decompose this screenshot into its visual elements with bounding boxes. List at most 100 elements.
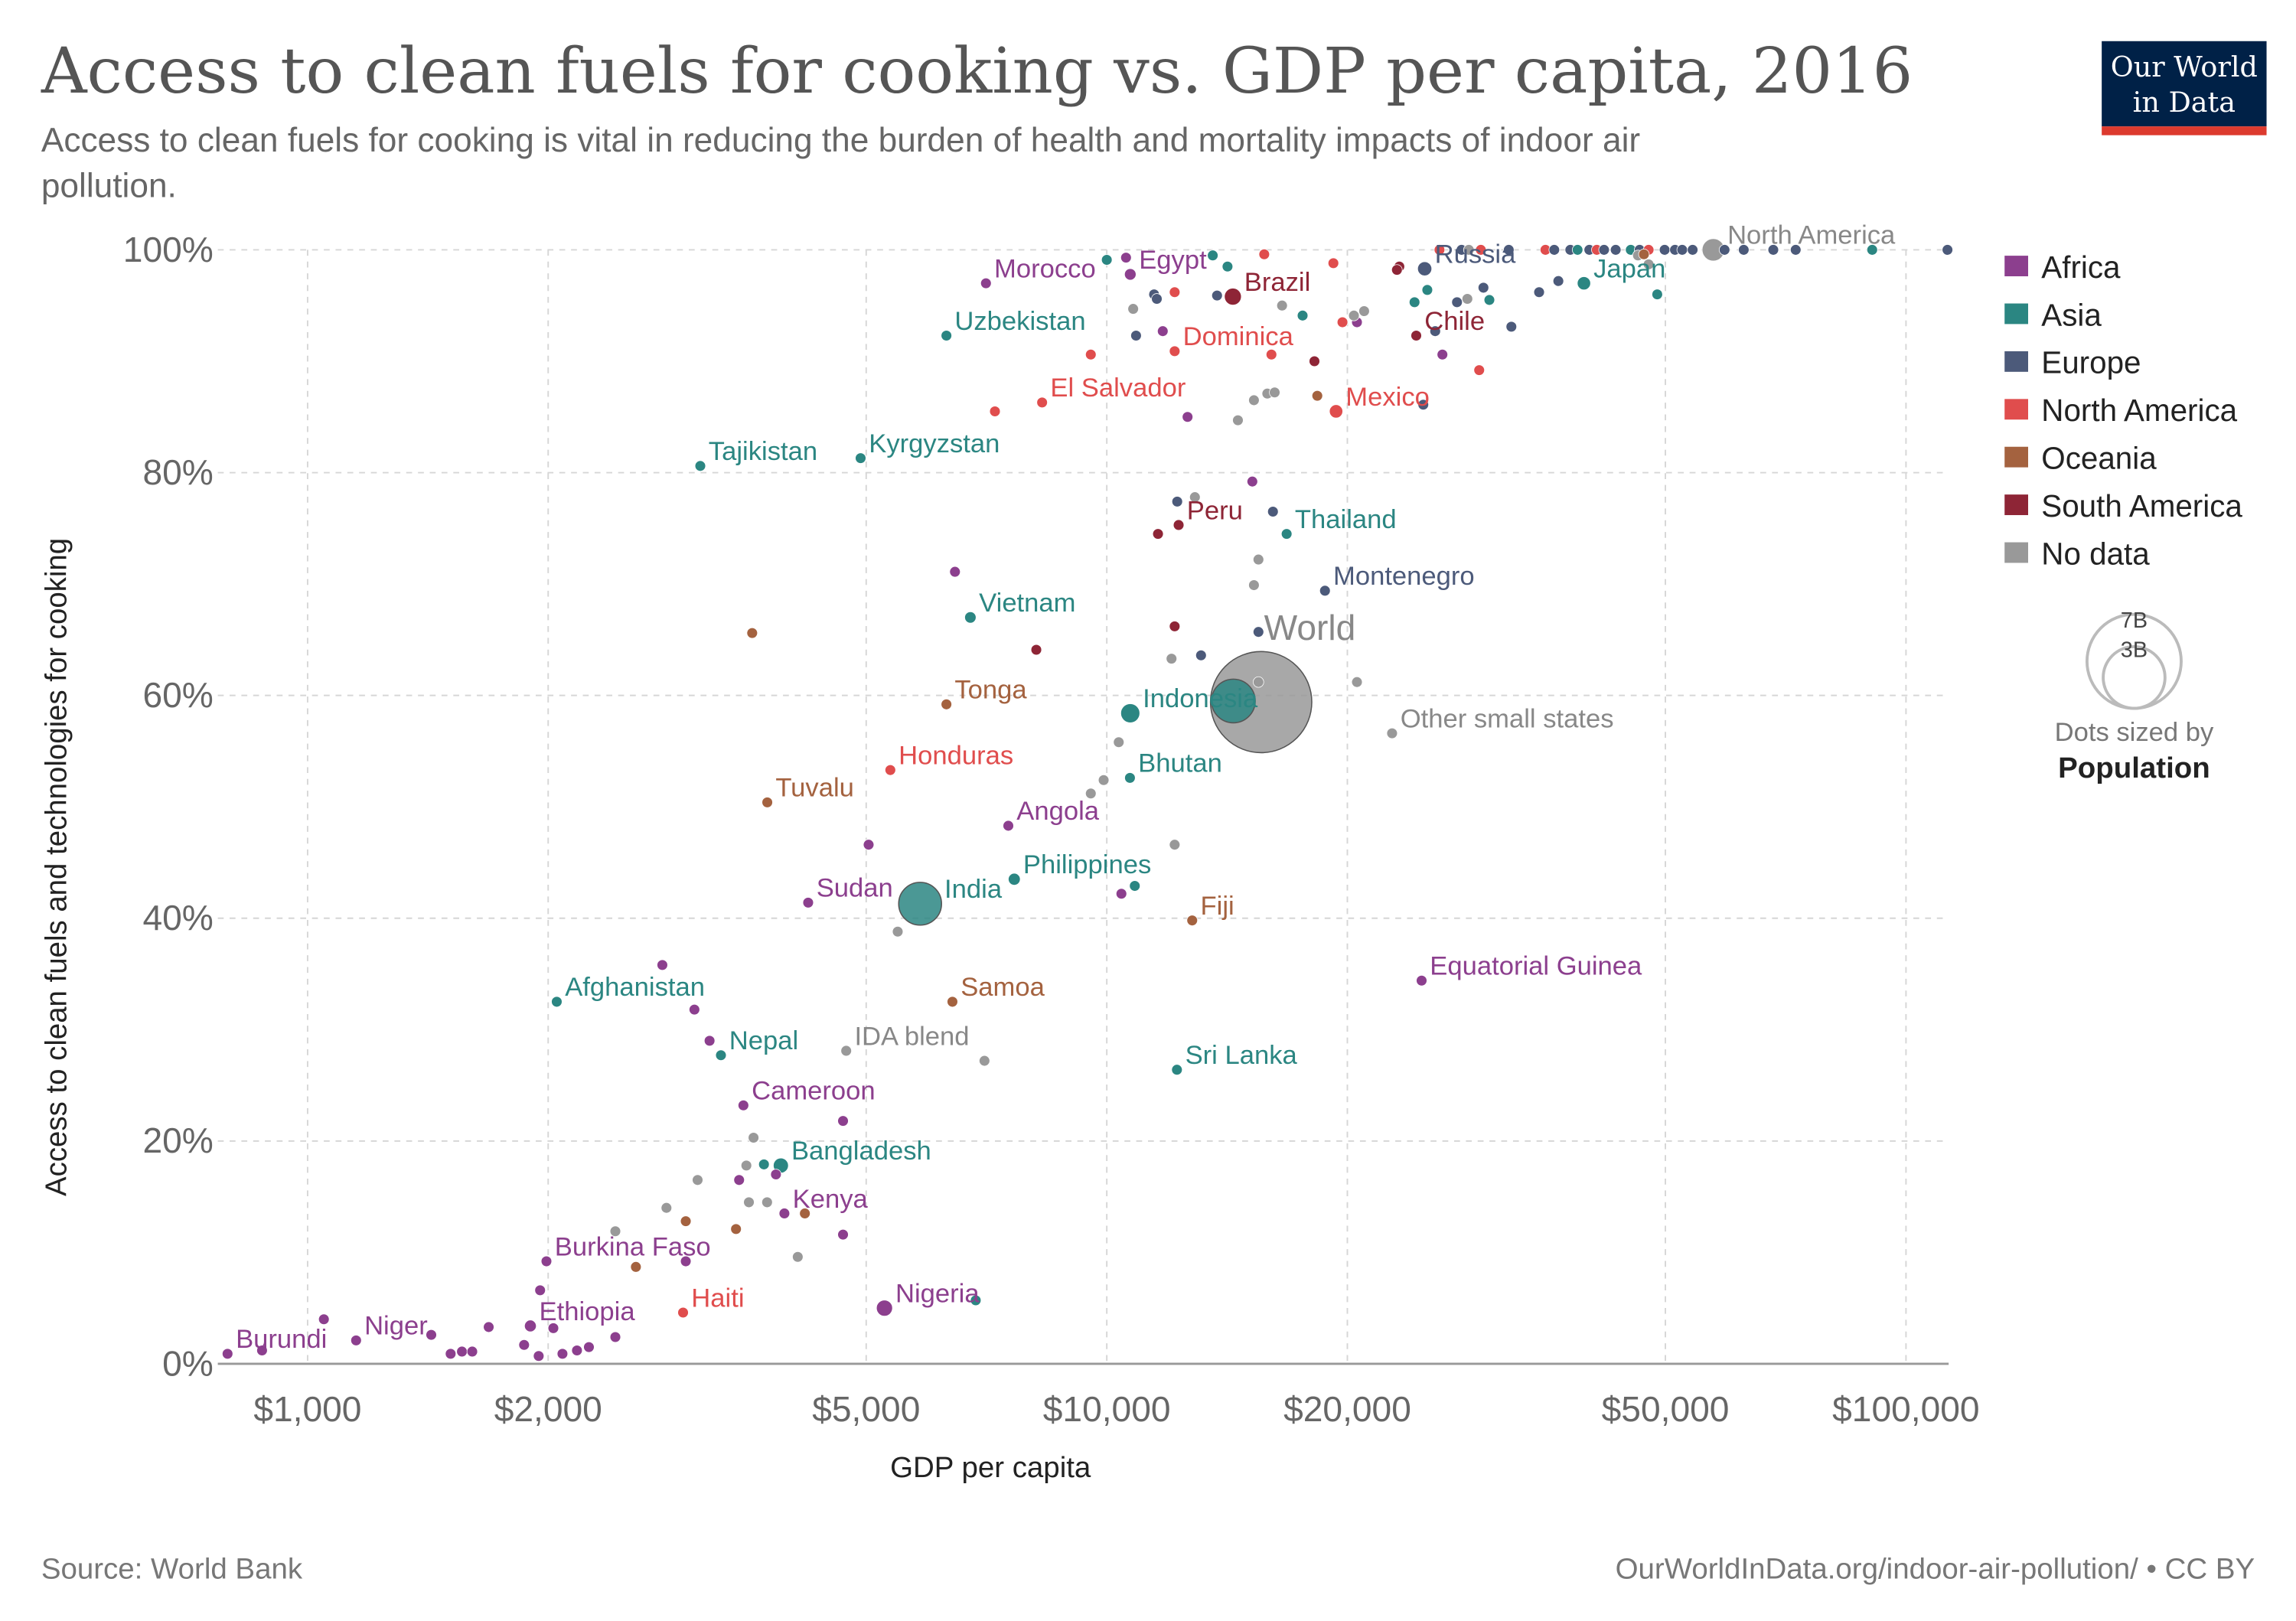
data-point[interactable] xyxy=(1483,294,1495,306)
data-point[interactable] xyxy=(689,1003,700,1016)
data-point[interactable] xyxy=(1789,244,1802,256)
data-point[interactable] xyxy=(762,1196,773,1208)
data-point[interactable] xyxy=(1169,286,1181,298)
data-point[interactable] xyxy=(1232,414,1244,426)
data-point[interactable] xyxy=(1269,386,1280,399)
data-point[interactable] xyxy=(680,1255,692,1267)
data-point[interactable] xyxy=(660,1202,673,1214)
data-point[interactable] xyxy=(730,1223,742,1235)
data-point[interactable] xyxy=(1258,248,1270,260)
legend-item-africa[interactable]: Africa xyxy=(2004,250,2121,285)
data-point-angola[interactable] xyxy=(1003,820,1014,832)
data-point[interactable] xyxy=(1248,394,1260,406)
data-point[interactable] xyxy=(1207,250,1218,262)
data-point[interactable] xyxy=(1433,244,1446,256)
data-point[interactable] xyxy=(1552,275,1564,287)
data-point-sri-lanka[interactable] xyxy=(1171,1064,1183,1076)
data-point[interactable] xyxy=(1084,788,1097,800)
data-point[interactable] xyxy=(483,1321,494,1333)
data-point[interactable] xyxy=(1719,244,1730,256)
legend-item-south-america[interactable]: South America xyxy=(2004,488,2242,523)
data-point[interactable] xyxy=(1408,296,1420,308)
data-point[interactable] xyxy=(1767,244,1779,256)
data-point[interactable] xyxy=(1477,282,1489,294)
data-point-tajikistan[interactable] xyxy=(694,460,706,472)
data-point[interactable] xyxy=(533,1350,545,1362)
data-point[interactable] xyxy=(770,1169,782,1180)
data-point[interactable] xyxy=(1676,244,1688,256)
data-point[interactable] xyxy=(1169,839,1181,850)
data-point[interactable] xyxy=(1211,289,1223,302)
legend-item-north-america[interactable]: North America xyxy=(2004,393,2238,428)
data-point-peru[interactable] xyxy=(1172,519,1185,531)
data-point[interactable] xyxy=(547,1323,559,1334)
data-point[interactable] xyxy=(1429,325,1441,337)
data-point[interactable] xyxy=(1195,649,1207,661)
owid-logo[interactable]: Our World in Data xyxy=(2102,41,2267,135)
data-point[interactable] xyxy=(1309,355,1320,367)
data-point-other-small-states[interactable] xyxy=(1386,727,1398,739)
data-point[interactable] xyxy=(1221,260,1234,272)
data-point[interactable] xyxy=(1461,293,1473,305)
data-point-morocco[interactable] xyxy=(980,277,992,289)
data-point[interactable] xyxy=(583,1341,595,1353)
data-point[interactable] xyxy=(680,1215,692,1227)
data-point-japan[interactable] xyxy=(1577,276,1591,291)
data-point[interactable] xyxy=(1336,316,1349,328)
data-point[interactable] xyxy=(1247,475,1258,488)
data-point[interactable] xyxy=(1473,364,1486,376)
data-point-cameroon[interactable] xyxy=(738,1099,749,1111)
data-point[interactable] xyxy=(556,1348,569,1360)
data-point-fiji[interactable] xyxy=(1186,915,1199,926)
data-point[interactable] xyxy=(979,1055,990,1067)
data-point[interactable] xyxy=(1030,644,1042,656)
data-point[interactable] xyxy=(1475,244,1487,256)
data-point-el-salvador[interactable] xyxy=(1036,396,1048,409)
data-point-nepal[interactable] xyxy=(715,1049,727,1062)
data-point-brazil[interactable] xyxy=(1224,288,1242,305)
data-point[interactable] xyxy=(1097,774,1110,786)
data-point[interactable] xyxy=(1182,411,1193,423)
data-point[interactable] xyxy=(1598,244,1610,256)
data-point-dominica[interactable] xyxy=(1169,345,1181,357)
data-point[interactable] xyxy=(1687,244,1698,256)
data-point-montenegro[interactable] xyxy=(1319,585,1331,597)
data-point[interactable] xyxy=(743,1196,755,1208)
data-point[interactable] xyxy=(256,1345,268,1356)
data-point[interactable] xyxy=(1327,257,1339,269)
data-point[interactable] xyxy=(837,1115,849,1127)
data-point[interactable] xyxy=(657,959,668,971)
data-point-samoa[interactable] xyxy=(947,996,958,1008)
data-point-burundi[interactable] xyxy=(222,1348,233,1360)
data-point[interactable] xyxy=(1084,348,1097,360)
data-point[interactable] xyxy=(740,1159,752,1172)
data-point[interactable] xyxy=(1127,303,1139,315)
data-point[interactable] xyxy=(1166,653,1178,664)
data-point[interactable] xyxy=(1451,296,1463,308)
data-point[interactable] xyxy=(1351,676,1363,688)
data-point[interactable] xyxy=(609,1331,621,1343)
data-point[interactable] xyxy=(609,1225,621,1238)
data-point[interactable] xyxy=(703,1035,716,1047)
data-point-indonesia[interactable] xyxy=(1120,703,1140,723)
data-point[interactable] xyxy=(1265,348,1277,360)
data-point[interactable] xyxy=(1169,621,1181,632)
data-point-mexico[interactable] xyxy=(1329,404,1343,419)
data-point-bhutan[interactable] xyxy=(1124,772,1136,784)
data-point[interactable] xyxy=(1942,244,1953,256)
data-point[interactable] xyxy=(1267,506,1279,517)
data-point-niger[interactable] xyxy=(350,1335,362,1346)
data-point[interactable] xyxy=(863,839,875,850)
data-point[interactable] xyxy=(692,1174,703,1186)
data-point[interactable] xyxy=(445,1348,457,1360)
data-point[interactable] xyxy=(1101,254,1113,266)
data-point-india[interactable] xyxy=(898,882,942,926)
data-point-egypt[interactable] xyxy=(1124,268,1137,281)
data-point[interactable] xyxy=(1652,289,1663,300)
data-point[interactable] xyxy=(1311,390,1323,402)
data-point[interactable] xyxy=(1571,244,1583,256)
data-point[interactable] xyxy=(630,1261,642,1273)
data-point[interactable] xyxy=(1211,678,1256,724)
data-point[interactable] xyxy=(518,1339,530,1351)
data-point-tonga[interactable] xyxy=(941,698,952,710)
